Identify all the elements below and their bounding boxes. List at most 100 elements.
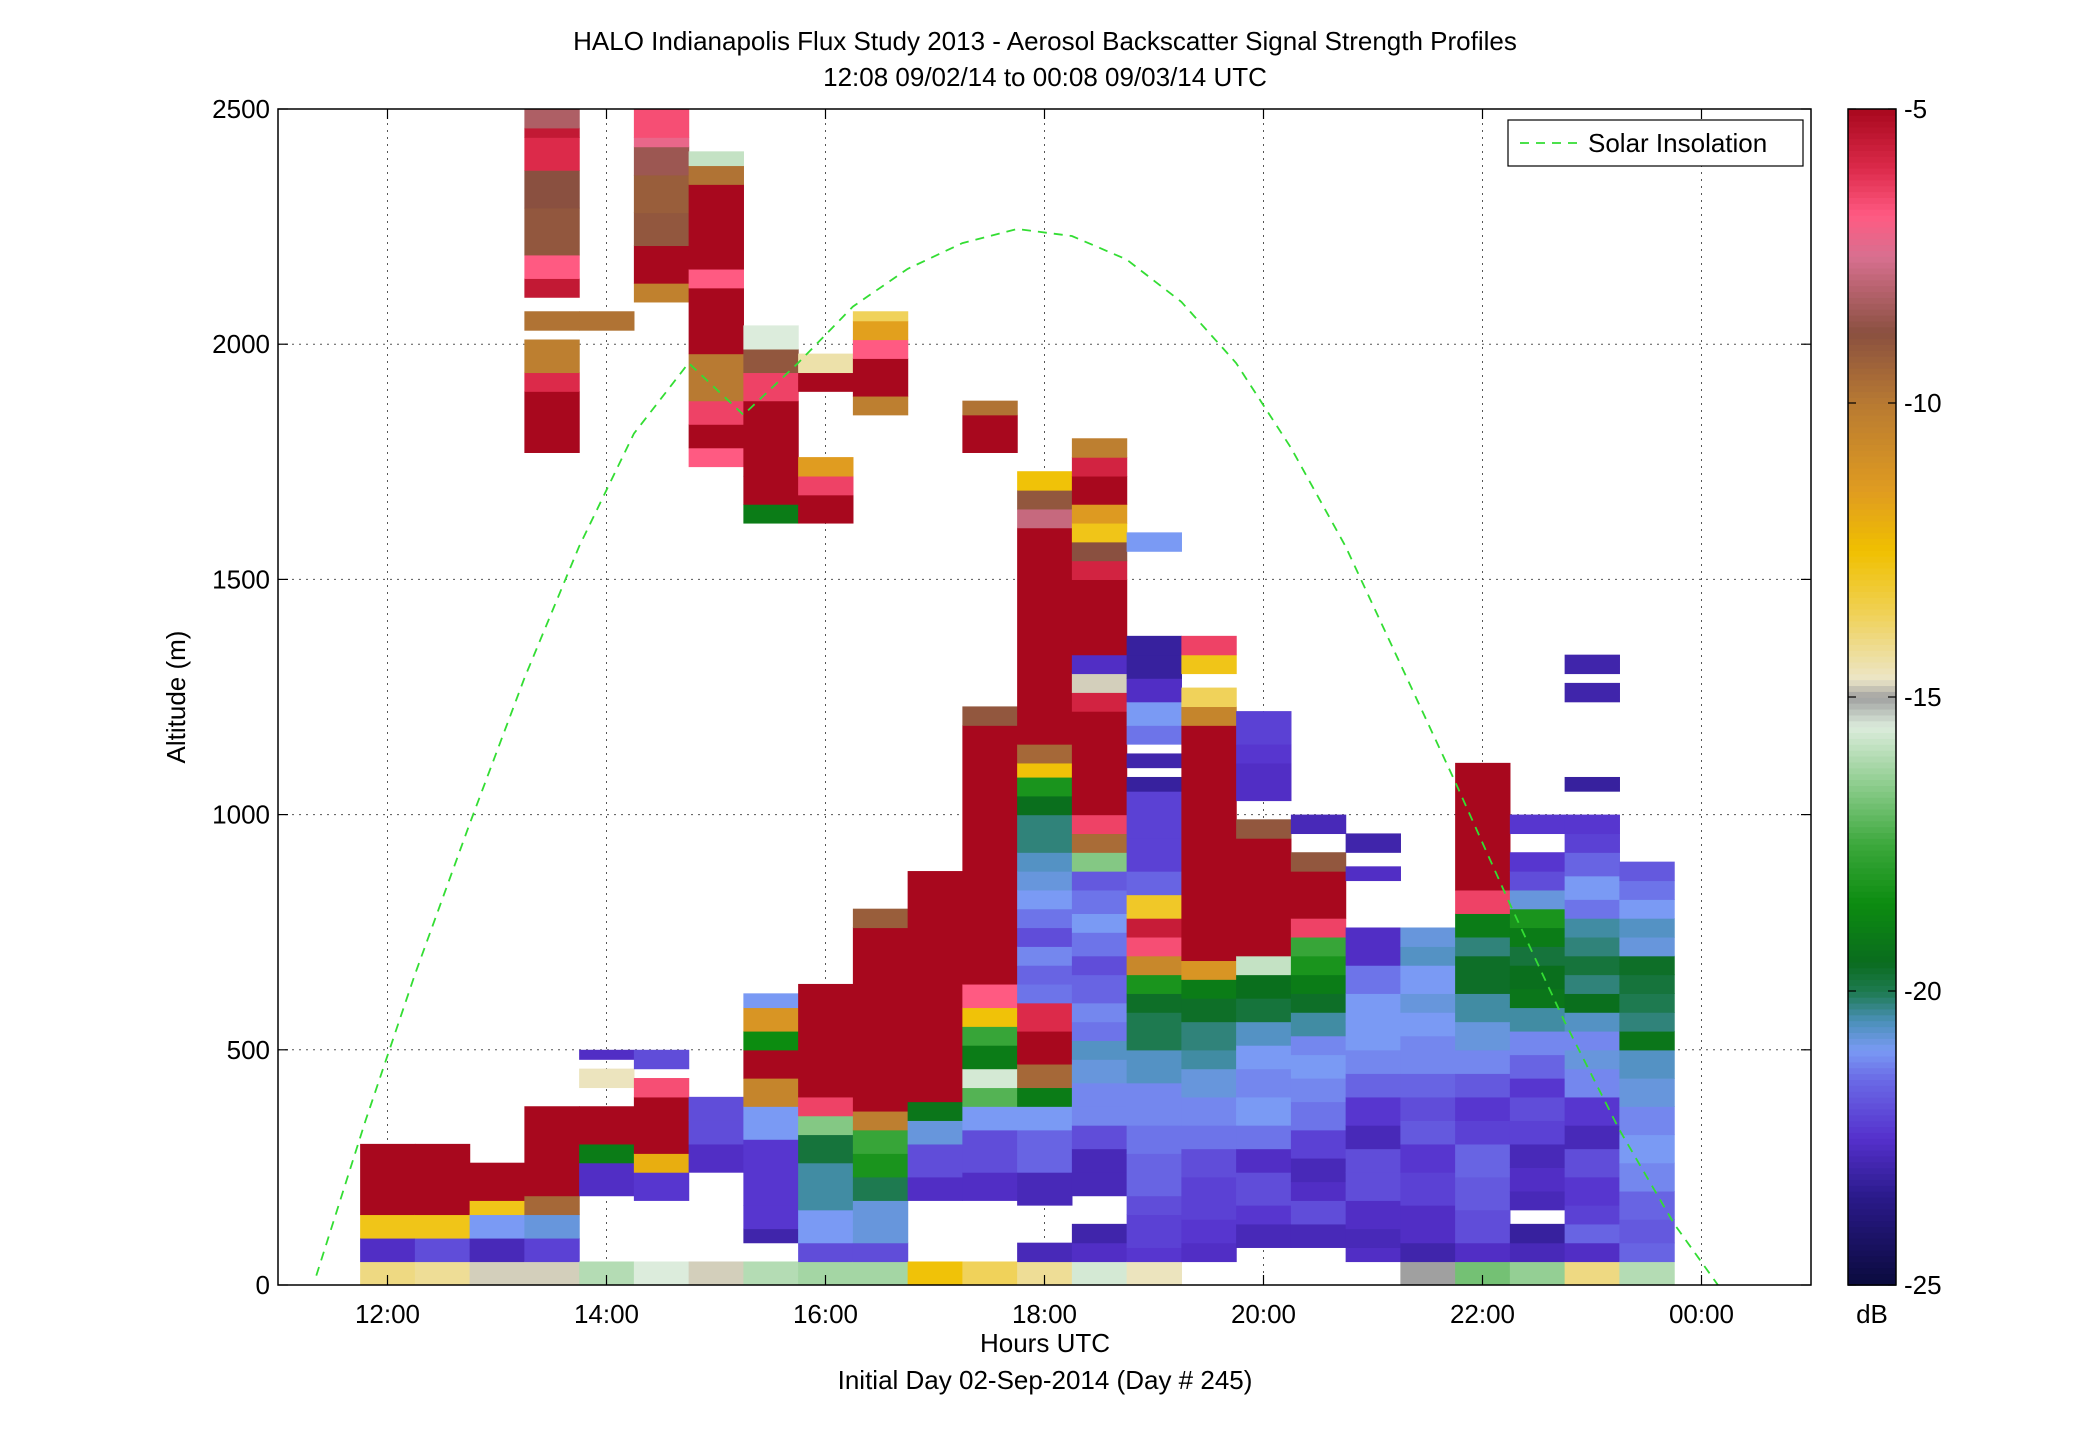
colorbar-segment bbox=[1848, 397, 1896, 404]
heatmap-cell bbox=[1126, 1125, 1182, 1154]
colorbar-segment bbox=[1848, 550, 1896, 557]
x-tick-label: 22:00 bbox=[1450, 1299, 1515, 1329]
heatmap-cell bbox=[469, 1261, 525, 1285]
colorbar-segment bbox=[1848, 285, 1896, 293]
heatmap-cell bbox=[1017, 983, 1073, 1004]
heatmap-cell bbox=[524, 1261, 580, 1285]
legend-label-solar-insolation: Solar Insolation bbox=[1588, 128, 1767, 158]
heatmap-cell bbox=[688, 287, 744, 355]
heatmap-cell bbox=[1455, 762, 1511, 891]
colorbar-segment bbox=[1848, 796, 1896, 804]
heatmap-cell bbox=[1126, 701, 1182, 726]
heatmap-cell bbox=[1126, 532, 1182, 552]
heatmap-cell bbox=[1017, 1063, 1073, 1089]
colorbar-segment bbox=[1848, 1261, 1896, 1269]
colorbar-segment bbox=[1848, 303, 1896, 310]
heatmap-cell bbox=[1619, 1078, 1675, 1107]
colorbar-segment bbox=[1848, 732, 1896, 739]
heatmap-cell bbox=[688, 250, 744, 270]
heatmap-cell bbox=[1181, 1219, 1237, 1244]
colorbar-segment bbox=[1848, 955, 1896, 963]
heatmap-cell bbox=[852, 358, 909, 397]
heatmap-cell bbox=[1071, 1223, 1128, 1244]
heatmap-cell bbox=[852, 1129, 909, 1154]
heatmap-cell bbox=[1564, 1223, 1620, 1244]
colorbar-segment bbox=[1848, 1220, 1896, 1227]
heatmap-cell bbox=[1345, 1247, 1401, 1263]
heatmap-cell bbox=[962, 1087, 1018, 1107]
heatmap-cell bbox=[524, 137, 580, 171]
heatmap-cell bbox=[1619, 1030, 1675, 1051]
heatmap-cell bbox=[907, 1059, 963, 1103]
colorbar-segment bbox=[1848, 873, 1896, 881]
series-line-solar-insolation bbox=[315, 228, 1719, 1285]
colorbar-segment bbox=[1848, 1014, 1896, 1022]
heatmap-cell bbox=[852, 1261, 909, 1285]
heatmap-cell bbox=[1126, 838, 1182, 872]
colorbar-unit-label: dB bbox=[1856, 1299, 1888, 1329]
heatmap-cell bbox=[1017, 1087, 1073, 1107]
colorbar-segment bbox=[1848, 120, 1896, 128]
x-tick-label: 20:00 bbox=[1231, 1299, 1296, 1329]
colorbar-segment bbox=[1848, 161, 1896, 169]
heatmap-cell bbox=[852, 1110, 909, 1131]
heatmap-cell bbox=[1564, 936, 1620, 957]
heatmap-cell bbox=[1619, 1012, 1675, 1032]
colorbar bbox=[1848, 109, 1896, 1286]
x-axis-label: Hours UTC bbox=[980, 1328, 1110, 1358]
heatmap-cell bbox=[743, 1172, 799, 1206]
y-tick-label: 2000 bbox=[212, 329, 270, 359]
heatmap-cell bbox=[524, 1237, 580, 1263]
heatmap-cell bbox=[798, 353, 854, 374]
colorbar-segment bbox=[1848, 526, 1896, 534]
heatmap-cell bbox=[907, 1261, 963, 1285]
heatmap-cell bbox=[1071, 1125, 1128, 1150]
heatmap-cell bbox=[962, 1106, 1018, 1131]
colorbar-segment bbox=[1848, 579, 1896, 587]
heatmap-cell bbox=[1400, 1242, 1456, 1263]
heatmap-cell bbox=[1236, 1096, 1292, 1126]
heatmap-cell bbox=[1345, 965, 1401, 994]
colorbar-segment bbox=[1848, 567, 1896, 575]
heatmap-cell bbox=[688, 268, 744, 289]
colorbar-segment bbox=[1848, 938, 1896, 945]
heatmap-cell bbox=[1071, 1261, 1128, 1285]
heatmap-cell bbox=[1564, 1205, 1620, 1225]
heatmap-cell bbox=[633, 1261, 690, 1285]
heatmap-cell bbox=[962, 706, 1018, 726]
heatmap-cell bbox=[1236, 1021, 1292, 1046]
colorbar-segment bbox=[1848, 508, 1896, 516]
heatmap-cell bbox=[1455, 1261, 1511, 1285]
heatmap-cell bbox=[1071, 1242, 1128, 1263]
colorbar-segment bbox=[1848, 1043, 1896, 1051]
heatmap-cell bbox=[1564, 918, 1620, 938]
heatmap-cell bbox=[1509, 814, 1566, 835]
colorbar-segment bbox=[1848, 561, 1896, 569]
colorbar-segment bbox=[1848, 132, 1896, 140]
heatmap-cell bbox=[1509, 1054, 1566, 1079]
colorbar-segment bbox=[1848, 614, 1896, 622]
heatmap-cell bbox=[360, 1143, 416, 1216]
heatmap-cell bbox=[1017, 946, 1073, 966]
heatmap-cell bbox=[1290, 974, 1347, 994]
heatmap-cell bbox=[1126, 1214, 1182, 1248]
heatmap-cell bbox=[1290, 918, 1347, 938]
colorbar-segment bbox=[1848, 1196, 1896, 1204]
heatmap-cell bbox=[1400, 927, 1456, 947]
heatmap-cell bbox=[1455, 1209, 1511, 1244]
heatmap-cell bbox=[1236, 1148, 1292, 1173]
heatmap-cell bbox=[1017, 889, 1073, 910]
heatmap-cell bbox=[688, 447, 744, 468]
colorbar-segment bbox=[1848, 379, 1896, 387]
heatmap-cell bbox=[1236, 998, 1292, 1023]
colorbar-segment bbox=[1848, 920, 1896, 928]
heatmap-cell bbox=[1400, 1261, 1456, 1285]
heatmap-cell bbox=[633, 1049, 690, 1070]
heatmap-cell bbox=[1126, 974, 1182, 994]
heatmap-cell bbox=[688, 165, 744, 185]
heatmap-cell bbox=[1619, 993, 1675, 1013]
heatmap-cell bbox=[1181, 1096, 1237, 1126]
colorbar-segment bbox=[1848, 344, 1896, 351]
heatmap-cell bbox=[688, 151, 744, 167]
colorbar-segment bbox=[1848, 1214, 1896, 1222]
